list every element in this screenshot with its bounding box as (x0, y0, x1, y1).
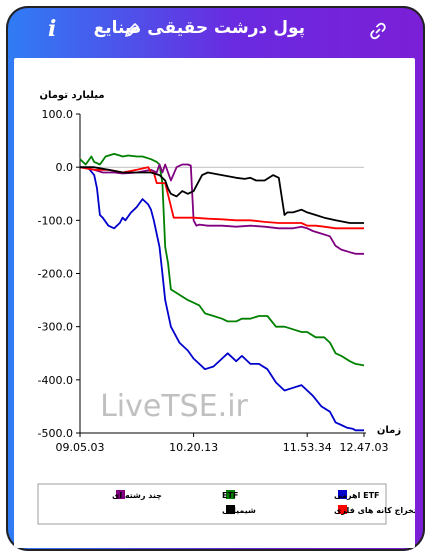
x-axis-label: زمان (377, 425, 401, 436)
legend-label-3: استخراج کانه های فلزی (334, 506, 415, 515)
legend-swatch-2 (116, 490, 125, 499)
card-header: i پول درشت حقیقی صنایع (6, 6, 425, 56)
legend-swatch-3 (338, 505, 347, 514)
watermark: LiveTSE.ir (100, 389, 248, 424)
series-line-3 (79, 166, 364, 230)
legend-swatch-4 (226, 505, 235, 514)
page-title: پول درشت حقیقی صنایع (93, 18, 305, 38)
series-line-1 (79, 153, 365, 367)
y-tick-label: -400.0 (38, 374, 73, 387)
chart-card: i پول درشت حقیقی صنایع میلیارد تومان زما… (6, 6, 425, 551)
x-tick-label: 11.53.34 (283, 441, 332, 454)
legend-label-4: شیمیایی (222, 506, 256, 515)
x-tick-label: 12.47.03 (340, 441, 389, 454)
legend-label-2: چند رشته ای (112, 491, 162, 500)
y-tick-label: -100.0 (38, 214, 73, 227)
legend-label-1: ETF (222, 491, 238, 500)
series-line-0 (79, 166, 364, 432)
chart: میلیارد تومان زمان LiveTSE.ir 100.0 0.0 -1… (37, 90, 425, 525)
y-tick-label: 0.0 (56, 161, 74, 174)
y-tick-label: -300.0 (38, 321, 73, 334)
y-tick-label: -500.0 (38, 427, 73, 440)
chart-legend: ETF اهرمی ETF چند رشته ای استخراج کانه های … (37, 483, 425, 525)
legend-swatch-1 (226, 490, 235, 499)
legend-label-0: ETF اهرمی (334, 491, 380, 500)
y-tick-label: 100.0 (42, 108, 74, 121)
pencil-icon[interactable] (124, 22, 140, 38)
info-icon[interactable]: i (48, 16, 57, 42)
x-tick-label: 09.05.03 (56, 441, 105, 454)
chart-panel: میلیارد تومان زمان LiveTSE.ir 100.0 0.0 -1… (14, 58, 425, 548)
x-tick-label: 10.20.13 (169, 441, 218, 454)
series-line-2 (79, 163, 364, 255)
series-line-4 (80, 166, 364, 224)
legend-box (37, 483, 387, 525)
link-icon[interactable] (369, 22, 387, 40)
y-axis-label: میلیارد تومان (39, 90, 104, 101)
y-tick-label: -200.0 (38, 268, 73, 281)
chart-lines (79, 153, 365, 432)
chart-axes: 100.0 0.0 -100.0 -200.0 -300.0 -400.0 -500.009… (38, 108, 389, 454)
legend-swatch-0 (338, 490, 347, 499)
